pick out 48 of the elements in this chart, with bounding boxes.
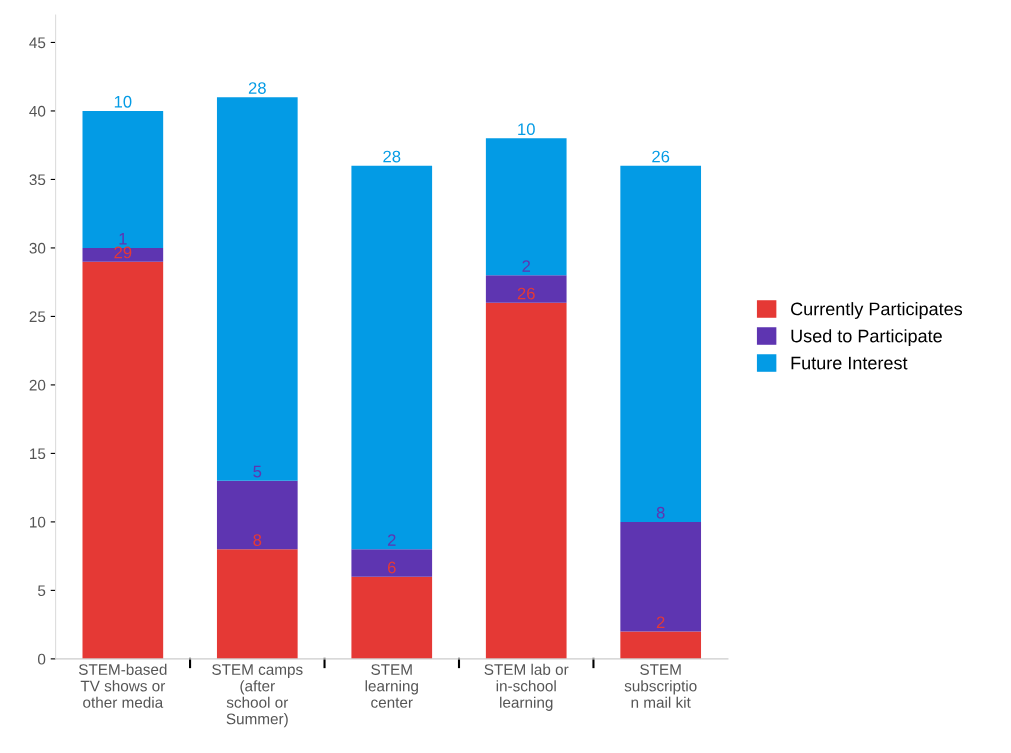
data-label: 10 [518, 123, 535, 136]
bar [351, 549, 433, 577]
y-tick-label: 25 [29, 311, 46, 323]
y-tick-label: 35 [29, 174, 46, 186]
bar [216, 97, 298, 481]
data-label: 10 [114, 95, 132, 108]
x-tick-label: STEM camps (after school or Summer) [212, 664, 303, 728]
y-tick-label: 0 [37, 653, 46, 665]
data-label: 5 [253, 465, 262, 478]
bar [485, 302, 567, 659]
data-label: 8 [656, 506, 665, 519]
bar [620, 631, 702, 659]
y-tick-label: 45 [29, 37, 46, 49]
data-label: 2 [522, 260, 531, 272]
y-tick-label: 20 [29, 379, 46, 391]
x-tick-label: STEM-based TV shows or other media [78, 663, 167, 708]
legend-label: Currently Participates [791, 302, 963, 319]
y-tick-label: 15 [30, 448, 46, 460]
bar [351, 576, 433, 659]
bar [216, 549, 298, 659]
data-label: 1 [119, 233, 127, 245]
data-label: 28 [248, 82, 266, 94]
y-tick-label: 40 [29, 105, 46, 117]
x-tick-label: STEM learning center [365, 664, 418, 708]
data-label: 26 [517, 287, 535, 300]
bar [216, 480, 298, 550]
x-tick-label: STEM lab or in-school learning [484, 663, 569, 711]
x-tick-label: STEM subscriptio n mail kit [624, 664, 697, 708]
bar [82, 247, 164, 262]
data-label: 29 [114, 246, 132, 259]
data-label: 28 [383, 150, 401, 163]
data-label: 2 [387, 534, 396, 546]
bar [620, 521, 702, 632]
data-label: 8 [253, 534, 262, 546]
data-label: 6 [387, 561, 396, 574]
bar [485, 138, 567, 276]
y-tick-label: 30 [29, 242, 46, 254]
bar [82, 261, 164, 659]
bar [620, 165, 702, 522]
y-tick-label: 5 [38, 585, 46, 597]
bar [351, 165, 433, 550]
data-label: 26 [652, 150, 670, 163]
y-tick-label: 10 [30, 516, 46, 528]
bar [485, 275, 567, 303]
legend-label: Future Interest [791, 356, 908, 370]
legend-label: Used to Participate [791, 329, 942, 346]
data-label: 2 [656, 616, 665, 629]
bar [82, 110, 164, 248]
